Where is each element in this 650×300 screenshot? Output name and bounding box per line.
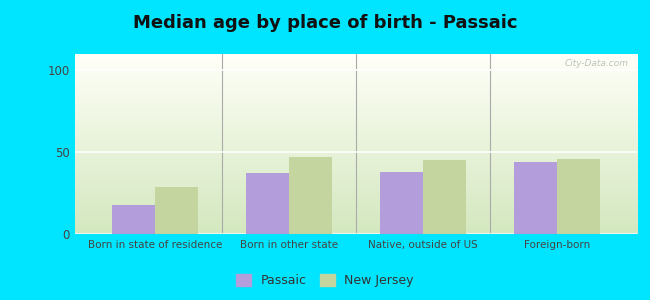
Bar: [380, 172, 423, 234]
Text: City-Data.com: City-Data.com: [565, 59, 629, 68]
Legend: Passaic, New Jersey: Passaic, New Jersey: [231, 269, 419, 292]
Bar: [422, 160, 465, 234]
Bar: [556, 159, 599, 234]
Text: Median age by place of birth - Passaic: Median age by place of birth - Passaic: [133, 14, 517, 32]
Bar: [246, 173, 289, 234]
Bar: [112, 205, 155, 234]
Bar: [155, 187, 198, 234]
Bar: [289, 157, 332, 234]
Bar: [514, 162, 556, 234]
